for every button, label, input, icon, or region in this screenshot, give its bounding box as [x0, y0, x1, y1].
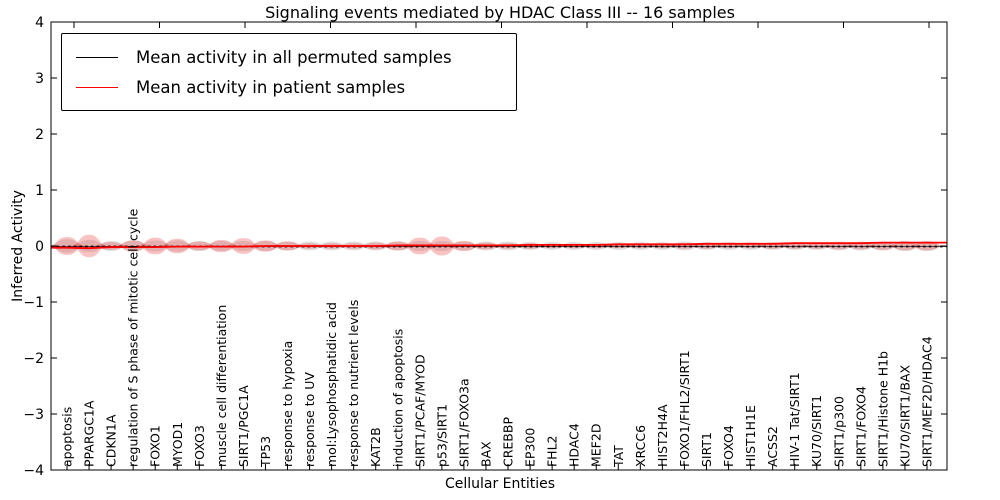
x-category-label: apoptosis: [60, 407, 75, 467]
x-category-label: MEF2D: [589, 424, 604, 467]
x-category-label: HIST2H4A: [655, 404, 670, 467]
x-category-label: SIRT1/FOXO4: [853, 386, 868, 467]
patient-line-swatch: [76, 86, 118, 88]
x-category-label: SIRT1/Histone H1b: [875, 351, 890, 467]
x-category-label: HIST1H1E: [743, 405, 758, 467]
y-tick-label: 1: [35, 183, 44, 199]
x-category-label: SIRT1/p300: [831, 396, 846, 467]
y-tick-label: −1: [23, 295, 44, 311]
permuted-line-swatch: [76, 56, 118, 58]
x-category-label: SIRT1: [699, 432, 714, 467]
x-category-label: FHL2: [545, 435, 560, 467]
x-category-label: CREBBP: [501, 417, 516, 467]
x-category-label: SIRT1/PGC1A: [236, 385, 251, 467]
x-category-label: TP53: [258, 436, 273, 468]
x-axis-label: Cellular Entities: [444, 476, 556, 492]
x-category-label: induction of apoptosis: [390, 329, 405, 467]
x-category-label: p53/SIRT1: [434, 404, 449, 467]
x-category-label: SIRT1/PCAF/MYOD: [412, 354, 427, 467]
chart-title: Signaling events mediated by HDAC Class …: [265, 3, 735, 22]
y-tick-label: 4: [35, 15, 44, 31]
x-category-label: muscle cell differentiation: [214, 305, 229, 467]
patient-mean-line: [51, 241, 947, 250]
y-tick-label: −4: [23, 463, 44, 479]
x-category-label: response to UV: [302, 372, 317, 467]
x-category-label: response to nutrient levels: [346, 300, 361, 467]
x-category-label: FOXO1: [148, 425, 163, 467]
legend: Mean activity in all permuted samples Me…: [61, 33, 517, 111]
x-category-label: HIV-1 Tat/SIRT1: [787, 372, 802, 467]
legend-item-patient: Mean activity in patient samples: [76, 72, 506, 102]
x-category-label: SIRT1/MEF2D/HDAC4: [920, 336, 935, 467]
legend-label-patient: Mean activity in patient samples: [136, 77, 406, 97]
x-category-label: KU70/SIRT1: [809, 395, 824, 467]
y-tick-label: −3: [23, 407, 44, 423]
x-category-label: FOXO4: [721, 425, 736, 467]
x-category-label: FOXO3: [192, 425, 207, 467]
x-category-label: response to hypoxia: [280, 341, 295, 467]
plot-area: [51, 234, 947, 258]
x-category-label: TAT: [611, 445, 626, 468]
legend-item-permuted: Mean activity in all permuted samples: [76, 42, 506, 72]
x-category-label: MYOD1: [170, 422, 185, 467]
x-category-label: XRCC6: [633, 425, 648, 467]
x-category-label: KAT2B: [368, 427, 383, 467]
x-category-label: HDAC4: [567, 423, 582, 467]
x-category-label: CDKN1A: [104, 414, 119, 467]
x-category-label: PPARGC1A: [82, 400, 97, 467]
x-axis: apoptosis PPARGC1A CDKN1A regulation of S p…: [60, 22, 935, 470]
y-tick-label: 2: [35, 127, 44, 143]
x-category-label: BAX: [478, 441, 493, 467]
x-category-label: FOXO1/FHL2/SIRT1: [677, 350, 692, 467]
legend-label-permuted: Mean activity in all permuted samples: [136, 47, 452, 67]
x-category-label: SIRT1/FOXO3a: [456, 378, 471, 467]
y-tick-label: −2: [23, 351, 44, 367]
x-category-label: EP300: [523, 428, 538, 467]
y-tick-label: 3: [35, 71, 44, 87]
x-category-label: mol:Lysophosphatidic acid: [324, 302, 339, 467]
x-category-label: KU70/SIRT1/BAX: [897, 365, 912, 467]
y-tick-label: 0: [35, 239, 44, 255]
x-category-label: regulation of S phase of mitotic cell cy…: [126, 208, 141, 467]
x-category-label: ACSS2: [765, 426, 780, 467]
y-axis: 4 3 2 1 0 −1 −2 −3 −4: [23, 15, 947, 479]
y-axis-label: Inferred Activity: [10, 190, 26, 302]
